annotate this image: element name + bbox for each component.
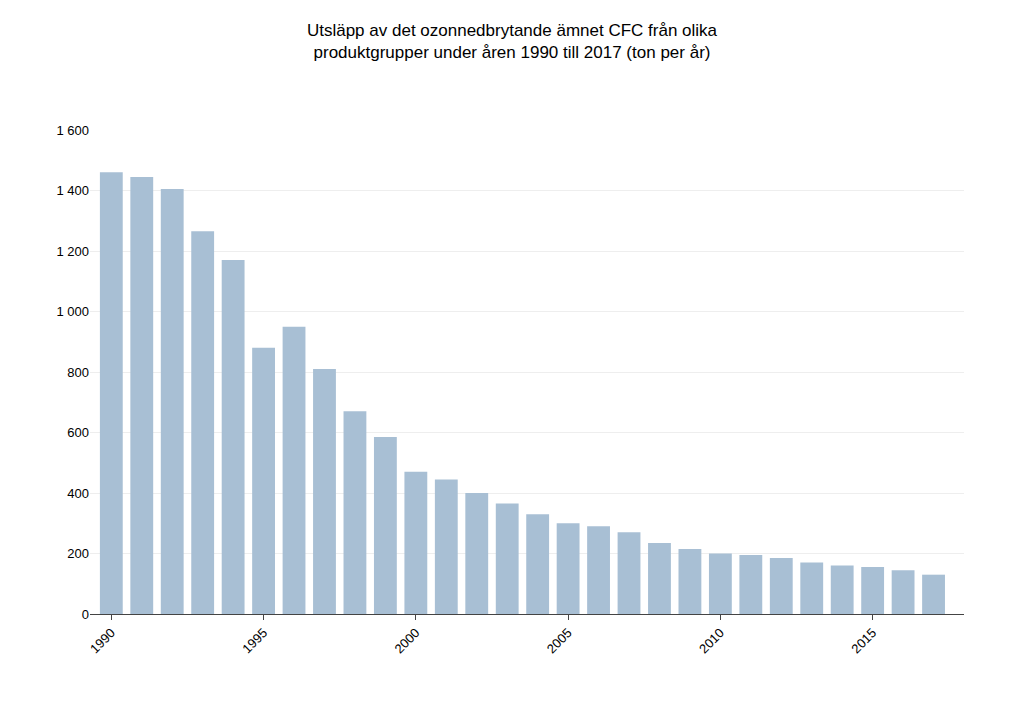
svg-text:1 400: 1 400 <box>56 183 89 198</box>
svg-text:1 200: 1 200 <box>56 244 89 259</box>
svg-text:600: 600 <box>67 425 89 440</box>
svg-text:1990: 1990 <box>87 625 118 656</box>
svg-text:0: 0 <box>82 607 89 622</box>
svg-text:2015: 2015 <box>848 625 879 656</box>
svg-text:800: 800 <box>67 365 89 380</box>
svg-text:200: 200 <box>67 546 89 561</box>
svg-text:2010: 2010 <box>696 625 727 656</box>
svg-text:1 600: 1 600 <box>56 123 89 138</box>
svg-text:1 000: 1 000 <box>56 304 89 319</box>
svg-text:Utsläpp av det ozonnedbrytande: Utsläpp av det ozonnedbrytande ämnet CFC… <box>307 21 718 62</box>
svg-text:2005: 2005 <box>544 625 575 656</box>
svg-text:1995: 1995 <box>239 625 270 656</box>
svg-text:2000: 2000 <box>392 625 423 656</box>
svg-text:400: 400 <box>67 486 89 501</box>
